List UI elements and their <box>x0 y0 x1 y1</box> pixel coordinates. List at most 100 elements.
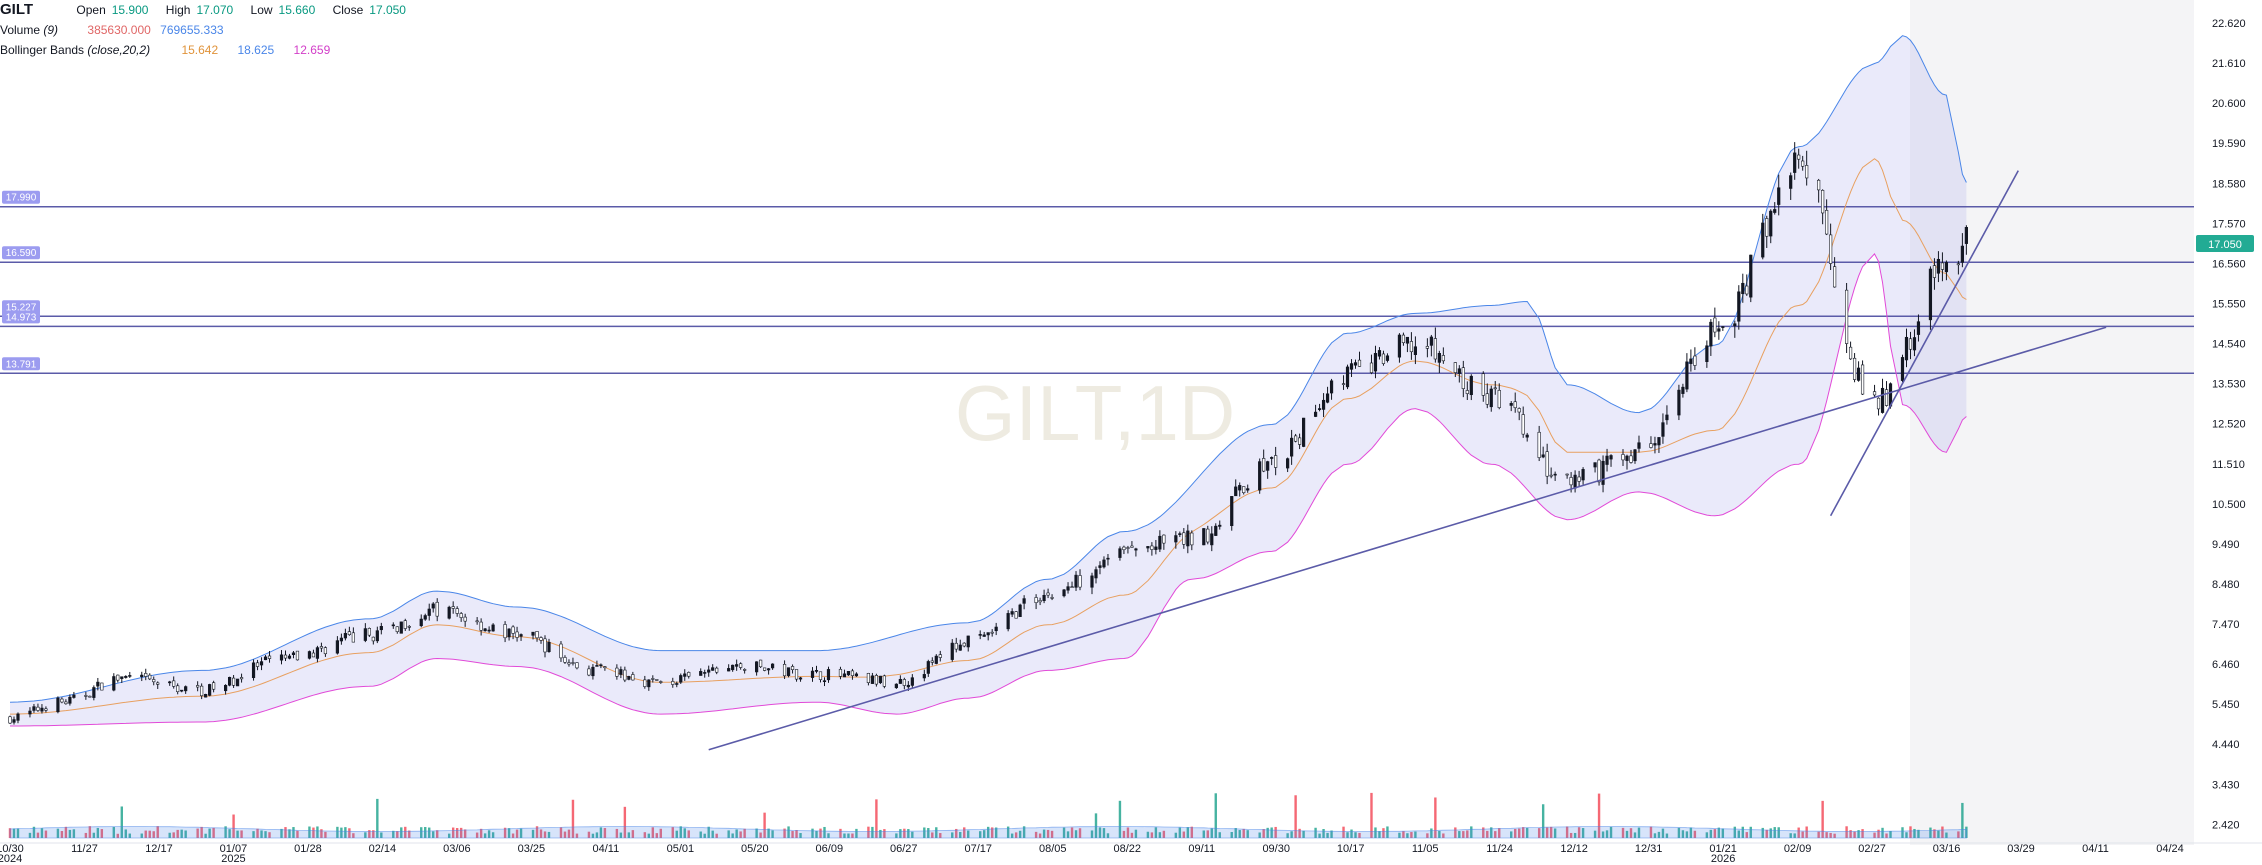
volume-bar <box>1765 829 1768 838</box>
volume-bar <box>879 829 882 838</box>
volume-bar <box>1022 826 1026 838</box>
candle-body <box>92 687 96 698</box>
candle-body <box>351 632 355 643</box>
candle-body <box>391 624 395 627</box>
candle-body <box>1461 367 1465 389</box>
candle-body <box>1270 457 1274 459</box>
volume-bar <box>1122 830 1126 838</box>
candle-body <box>1042 594 1046 601</box>
trend-lines[interactable] <box>708 170 2107 751</box>
candle-body <box>1860 364 1865 395</box>
candle-body <box>755 661 759 673</box>
candle-body <box>894 683 898 689</box>
candle-body <box>850 670 855 676</box>
candle-body <box>1880 387 1885 413</box>
candle-body <box>1154 546 1158 550</box>
volume-bar <box>703 833 706 838</box>
volume-bar <box>1358 832 1361 838</box>
volume-bar <box>1741 826 1744 838</box>
volume-bar <box>68 829 72 838</box>
candle-body <box>140 674 144 678</box>
price-tick-label: 17.570 <box>2212 218 2246 230</box>
volume-bar <box>1134 829 1138 838</box>
volume-row[interactable]: Volume (9) 385630.000 769655.333 <box>0 20 420 40</box>
candle-body <box>966 635 970 648</box>
ticker-symbol[interactable]: GILT <box>0 1 34 18</box>
volume-bar <box>264 831 267 838</box>
volume-bar <box>1717 827 1721 838</box>
volume-bar <box>567 829 571 838</box>
time-tick-label: 06/09 <box>816 843 844 855</box>
candle-body <box>379 626 383 631</box>
candle-body <box>1230 496 1234 527</box>
volume-bar <box>1286 833 1289 838</box>
volume-bar <box>1470 826 1473 838</box>
volume-bar <box>1230 831 1233 838</box>
candle-body <box>1377 350 1382 357</box>
volume-bar <box>1565 826 1569 838</box>
candle-body <box>307 651 312 659</box>
volume-bar <box>268 832 271 838</box>
candle-body <box>1210 533 1214 546</box>
candle-body <box>898 678 902 684</box>
last-price-bg <box>2196 234 2254 252</box>
time-tick-label: 03/29 <box>2007 843 2035 855</box>
volume-bar <box>1777 827 1780 838</box>
volume-bar <box>1018 830 1022 838</box>
volume-bar <box>1190 826 1194 838</box>
volume-bar <box>1853 831 1856 838</box>
volume-bar <box>711 830 714 838</box>
price-tick-label: 14.540 <box>2212 339 2246 351</box>
candle-body <box>643 679 647 687</box>
volume-bar <box>507 828 511 838</box>
price-tick-label: 10.500 <box>2212 499 2246 511</box>
price-axis[interactable]: 22.620 21.610 20.600 19.590 18.580 17.570 16.5… <box>2196 18 2254 831</box>
price-tick-label: 16.560 <box>2212 258 2246 270</box>
candle-body <box>818 671 823 680</box>
candle-body <box>227 676 232 686</box>
volume-bar <box>124 829 127 838</box>
candle-body <box>1453 362 1457 373</box>
candle-body <box>1801 160 1805 167</box>
candle-body <box>463 616 467 622</box>
candle-body <box>1749 254 1753 298</box>
candle-body <box>1593 462 1597 468</box>
volume-bar <box>1805 826 1808 838</box>
candle-body <box>435 601 439 617</box>
candle-body <box>671 681 675 685</box>
horizontal-levels[interactable] <box>0 205 2194 375</box>
candle-body <box>1050 597 1054 599</box>
volume-bar <box>799 833 802 838</box>
volume-bar <box>156 826 159 838</box>
volume-bar <box>1218 832 1221 838</box>
candle-body <box>1010 611 1014 615</box>
bollinger-upper-line <box>9 35 1967 703</box>
candle-body <box>1733 323 1737 327</box>
volume-bar <box>1537 828 1541 838</box>
bollinger-row[interactable]: Bollinger Bands (close,20,2) 15.642 18.6… <box>0 40 420 60</box>
volume-bar <box>659 828 662 838</box>
volume-bar <box>212 827 215 838</box>
level-tag-label: 15.227 <box>6 302 37 313</box>
candle-body <box>1130 545 1134 548</box>
volume-bar <box>168 832 171 838</box>
volume-bar <box>116 833 120 838</box>
volume-bar <box>1817 831 1820 838</box>
candle-body <box>1066 586 1070 591</box>
candle-body <box>854 673 859 677</box>
price-tick-label: 19.590 <box>2212 138 2246 150</box>
volume-bar <box>883 829 886 838</box>
candle-body <box>1549 474 1553 477</box>
volume-bar <box>36 832 40 838</box>
candle-body <box>591 666 595 677</box>
candle-body <box>1238 485 1242 491</box>
candle-body <box>739 663 743 668</box>
candle-body <box>950 642 954 660</box>
candle-body <box>1405 336 1410 344</box>
candle-body <box>1369 362 1374 373</box>
volume-bar <box>847 833 850 838</box>
volume-bar <box>1162 830 1166 838</box>
candle-body <box>1246 488 1250 491</box>
